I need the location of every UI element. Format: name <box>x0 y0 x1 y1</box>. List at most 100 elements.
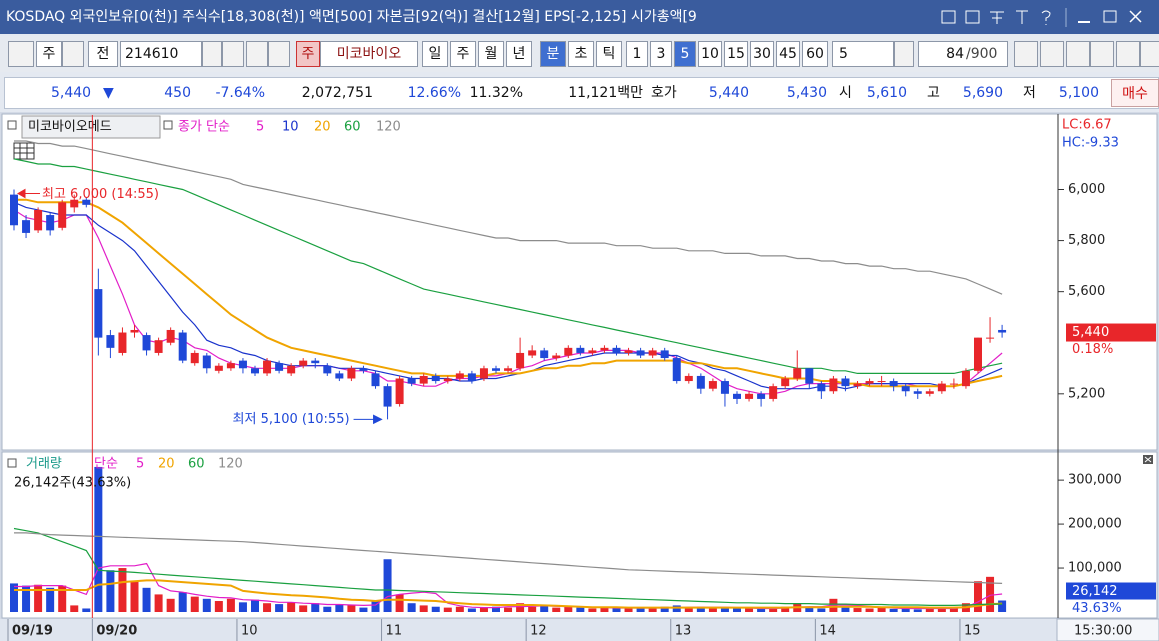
stock-tag[interactable]: 주 <box>296 41 320 67</box>
icon[interactable] <box>965 10 980 24</box>
stock-name[interactable]: 미코바이오 <box>320 41 418 67</box>
candle-body <box>949 383 958 385</box>
dropdown[interactable] <box>202 41 222 67</box>
period-button[interactable]: 년 <box>506 41 532 67</box>
volume-bar <box>889 608 898 612</box>
sound-button[interactable] <box>246 41 268 67</box>
volume-bar <box>576 607 585 612</box>
volume-bar <box>70 605 79 612</box>
candle-body <box>901 386 910 392</box>
close-button[interactable] <box>1129 10 1142 23</box>
interval-button[interactable]: 10 <box>698 41 722 67</box>
period-button[interactable]: 틱 <box>596 41 622 67</box>
volume-bar <box>479 607 488 612</box>
annotation: 최저 5,100 (10:55) <box>233 412 350 427</box>
volume-bar <box>612 608 621 612</box>
period-button[interactable]: 분 <box>540 41 566 67</box>
volume-bar <box>142 587 151 612</box>
candle-body <box>492 368 500 371</box>
volume-bar <box>660 606 669 612</box>
candle-body <box>937 383 946 392</box>
interval-button[interactable]: 30 <box>750 41 774 67</box>
current-volume: 26,142 <box>1072 584 1118 599</box>
interval-button[interactable]: 45 <box>776 41 800 67</box>
candle-body <box>576 347 585 353</box>
interval-button[interactable]: 15 <box>724 41 748 67</box>
volume-bar <box>154 594 163 612</box>
volume-bar <box>359 607 368 612</box>
title-bar: KOSDAQ 외국인보유[0(천)] 주식수[18,308(천)] 액면[500… <box>0 0 1159 34</box>
code-input[interactable]: 214610 <box>120 41 202 67</box>
interval-button[interactable]: 5 <box>674 41 696 67</box>
tool-icon[interactable] <box>1116 41 1140 67</box>
interval-button[interactable]: 3 <box>650 41 672 67</box>
icon[interactable] <box>941 10 956 24</box>
icon-button[interactable] <box>8 41 34 67</box>
candle-body <box>226 363 235 369</box>
count-input[interactable]: 84 <box>918 41 966 67</box>
y-tick-label: 100,000 <box>1068 561 1122 576</box>
interval-button[interactable]: 1 <box>626 41 648 67</box>
tool-icon[interactable] <box>1140 41 1159 67</box>
period-button[interactable]: 주 <box>450 41 476 67</box>
candle-body <box>202 355 211 369</box>
volume-bar <box>407 603 416 612</box>
candle-body <box>841 378 850 387</box>
window-title: KOSDAQ 외국인보유[0(천)] 주식수[18,308(천)] 액면[500… <box>6 9 697 25</box>
unit-select[interactable]: 5 <box>832 41 894 67</box>
interval-button[interactable]: 60 <box>802 41 828 67</box>
dropdown[interactable] <box>62 41 84 67</box>
candle-body <box>853 383 862 387</box>
candle-body <box>287 365 296 374</box>
legend-item: 120 <box>376 120 401 135</box>
count-max: /900 <box>966 41 1008 67</box>
quote-high-label: 고 <box>927 85 940 101</box>
icon[interactable] <box>1016 10 1028 24</box>
market-button[interactable]: 주 <box>36 41 62 67</box>
candle-body <box>624 350 633 353</box>
x-tick-label: 13 <box>675 624 692 639</box>
icon[interactable] <box>990 11 1004 24</box>
candle-body <box>22 220 31 233</box>
chart: 5,200 5,600 5,800 6,000 미코바이오메드 종가 단순 5 10 20 60 1… <box>0 112 1159 641</box>
quote-ask-label: 호가 <box>651 85 677 101</box>
candle-body <box>829 378 838 392</box>
legend-title: 거래량 <box>26 457 62 472</box>
icon[interactable] <box>1041 10 1051 25</box>
ma-line <box>14 140 1003 295</box>
quote-change: 450 <box>164 85 191 101</box>
volume-bar <box>130 581 139 612</box>
search-button[interactable] <box>222 41 244 67</box>
candle-body <box>757 393 766 399</box>
dropdown[interactable] <box>894 41 914 67</box>
candle-body <box>82 199 91 205</box>
volume-bar <box>214 601 223 612</box>
candle-body <box>889 381 898 387</box>
candle-body <box>986 337 995 339</box>
volume-bar <box>564 606 573 612</box>
ma-line <box>14 198 1003 388</box>
candle-body <box>925 391 934 394</box>
period-button[interactable]: 초 <box>568 41 594 67</box>
candle-body <box>94 289 103 338</box>
y-tick-label: 5,600 <box>1068 284 1105 299</box>
tool-icon[interactable] <box>1066 41 1090 67</box>
legend-item: 120 <box>218 457 243 472</box>
legend-label: 단순 <box>94 457 118 472</box>
current-volume-box <box>1066 582 1156 600</box>
maximize-button[interactable] <box>1103 10 1117 23</box>
candle-body <box>805 368 814 384</box>
candle-body <box>455 373 464 379</box>
period-button[interactable]: 일 <box>422 41 448 67</box>
tool-icon[interactable] <box>1014 41 1038 67</box>
dropdown[interactable] <box>268 41 290 67</box>
candle-body <box>323 365 332 374</box>
candle-body <box>118 332 127 353</box>
type-button[interactable]: 전 <box>88 41 118 67</box>
period-button[interactable]: 월 <box>478 41 504 67</box>
buy-button[interactable]: 매수 <box>1111 79 1159 107</box>
tool-icon[interactable] <box>1090 41 1114 67</box>
panel-close-icon[interactable] <box>1143 455 1153 464</box>
volume-bar <box>395 594 404 612</box>
tool-icon[interactable] <box>1040 41 1064 67</box>
